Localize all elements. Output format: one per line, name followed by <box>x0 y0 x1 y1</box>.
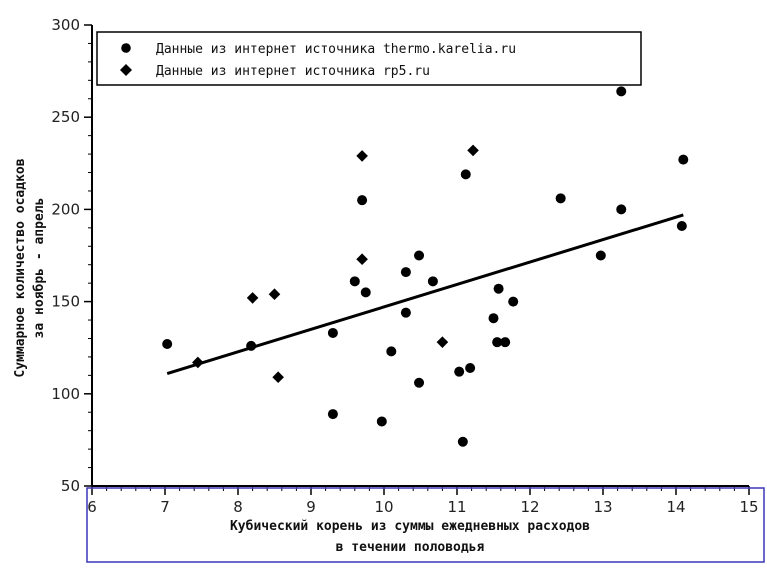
plot-area <box>162 86 689 447</box>
x-tick-label: 10 <box>374 498 393 516</box>
data-point-circle <box>616 86 627 97</box>
data-point-circle <box>500 337 511 348</box>
data-point-circle <box>555 193 566 204</box>
data-point-circle <box>508 296 519 307</box>
data-point-diamond <box>436 336 449 348</box>
x-axis-title-line-2: в течении половодья <box>336 540 485 555</box>
data-point-circle <box>595 250 606 261</box>
data-point-diamond <box>356 253 368 265</box>
data-point-circle <box>327 327 338 338</box>
data-point-circle <box>414 377 425 388</box>
legend-box <box>96 31 642 86</box>
data-point-circle <box>676 220 687 231</box>
data-point-circle <box>386 346 397 357</box>
legend-marker-diamond <box>120 64 132 76</box>
y-tick-label: 200 <box>51 200 80 218</box>
x-tick-label: 8 <box>233 498 243 516</box>
y-axis-title-line-1: Суммарное количество осадков <box>13 158 28 377</box>
data-point-circle <box>400 307 411 318</box>
y-tick-label: 50 <box>61 477 80 495</box>
y-axis: 50 100 150 200 250 300 <box>51 16 93 495</box>
x-axis-title-box <box>86 487 765 563</box>
data-point-circle <box>357 195 368 206</box>
x-tick-label: 6 <box>87 498 97 516</box>
data-point-diamond <box>356 150 368 162</box>
data-point-circle <box>488 313 499 324</box>
data-point-circle <box>460 169 471 180</box>
data-point-circle <box>246 340 257 351</box>
data-point-circle <box>427 276 438 287</box>
y-tick-label: 250 <box>51 108 80 126</box>
data-point-diamond <box>467 144 479 157</box>
x-axis-title-line-1: Кубический корень из суммы ежедневных ра… <box>230 519 590 534</box>
x-axis: 6 7 8 9 10 11 12 13 14 15 <box>87 485 759 516</box>
data-point-circle <box>414 250 425 261</box>
y-tick-label: 100 <box>51 385 80 403</box>
y-axis-title-line-2: за ноябрь - апрель <box>32 198 47 339</box>
data-point-circle <box>360 287 371 298</box>
x-tick-label: 12 <box>520 498 539 516</box>
data-point-circle <box>465 362 476 373</box>
legend-label-1: Данные из интернет источника thermo.kare… <box>156 42 516 57</box>
data-point-diamond <box>272 371 284 384</box>
data-point-circle <box>616 204 627 215</box>
data-point-circle <box>349 276 360 287</box>
legend: Данные из интернет источника thermo.kare… <box>96 31 642 86</box>
data-point-diamond <box>268 288 281 301</box>
data-point-diamond <box>192 356 204 369</box>
legend-label-2: Данные из интернет источника rp5.ru <box>156 64 430 79</box>
data-point-circle <box>400 267 411 278</box>
data-point-circle <box>678 154 689 165</box>
x-tick-label: 14 <box>666 498 685 516</box>
data-point-circle <box>327 409 338 420</box>
data-point-circle <box>493 283 504 294</box>
y-tick-label: 150 <box>51 293 80 311</box>
data-point-circle <box>376 416 387 427</box>
x-tick-label: 7 <box>160 498 170 516</box>
data-point-circle <box>454 366 465 377</box>
data-point-circle <box>162 339 173 350</box>
data-point-circle <box>492 337 503 348</box>
x-tick-label: 11 <box>447 498 466 516</box>
x-tick-label: 9 <box>306 498 316 516</box>
data-point-diamond <box>246 292 259 304</box>
x-tick-label: 13 <box>593 498 612 516</box>
x-tick-label: 15 <box>739 498 758 516</box>
legend-marker-circle <box>121 43 131 53</box>
data-point-circle <box>457 436 468 447</box>
y-tick-label: 300 <box>51 16 80 34</box>
